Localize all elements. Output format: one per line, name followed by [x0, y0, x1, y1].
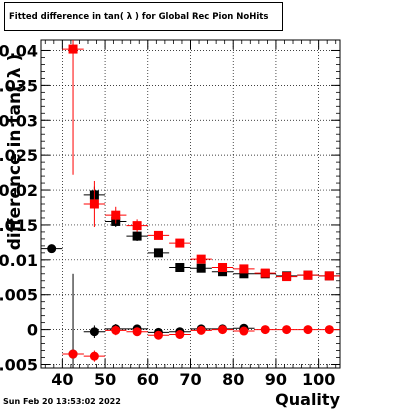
data-point-circle [153, 330, 163, 340]
x-tick-label: 70 [179, 370, 201, 389]
data-point-square [89, 199, 99, 209]
data-point-square [218, 263, 228, 273]
x-tick-label: 80 [222, 370, 244, 389]
data-point-square [153, 230, 163, 240]
series-3 [62, 325, 340, 362]
data-point-circle [324, 325, 334, 335]
y-tick-label: 0.035 [0, 76, 38, 95]
data-point-square [153, 248, 163, 258]
data-point-square [239, 264, 249, 274]
data-point-circle [175, 330, 185, 340]
series-0 [83, 186, 340, 281]
y-tick-label: 0.005 [0, 286, 38, 305]
data-point-circle [260, 325, 270, 335]
data-point-square [68, 44, 78, 54]
data-point-square [175, 263, 185, 273]
y-tick-labels: -0.005 0 0.005 0.01 0.015 0.02 0.025 0.03 0.035 0… [0, 41, 38, 374]
y-tick-label: 0.01 [0, 251, 38, 270]
data-point-circle [282, 325, 292, 335]
x-tick-label: 40 [51, 370, 73, 389]
y-tick-label: 0.025 [0, 146, 38, 165]
timestamp: Sun Feb 20 13:53:02 2022 [3, 397, 121, 406]
data-point-circle [68, 349, 78, 359]
data-point-circle [218, 325, 228, 335]
data-point-square [196, 254, 206, 264]
grid-lines [41, 40, 340, 368]
data-point-circle [111, 325, 121, 335]
data-point-square [282, 272, 292, 282]
data-point-circle [89, 351, 99, 361]
y-tick-label: 0 [27, 321, 38, 340]
x-tick-label: 90 [265, 370, 287, 389]
title-box: Fitted difference in tan( λ ) for Global… [4, 2, 283, 31]
data-point-circle [47, 244, 57, 254]
y-tick-label: -0.005 [0, 356, 38, 375]
y-tick-label: 0.015 [0, 216, 38, 235]
chart-title: Fitted difference in tan( λ ) for Global… [9, 12, 269, 22]
data-point-circle [89, 327, 99, 337]
data-point-circle [239, 326, 249, 336]
x-tick-label: 50 [94, 370, 116, 389]
y-tick-label: 0.03 [0, 111, 38, 130]
data-point-circle [196, 325, 206, 335]
data-point-square [111, 210, 121, 220]
data-point-circle [303, 325, 313, 335]
y-tick-label: 0.04 [0, 41, 38, 60]
data-point-square [132, 231, 142, 241]
data-point-circle [132, 327, 142, 337]
data-point-square [303, 270, 313, 280]
x-tick-label: 60 [137, 370, 159, 389]
data-point-square [132, 221, 142, 231]
data-marks [41, 40, 340, 368]
series-2 [62, 40, 340, 282]
data-point-square [239, 269, 249, 279]
data-point-square [260, 268, 270, 278]
data-point-square [324, 271, 334, 281]
x-axis-label: Quality [275, 390, 340, 409]
y-axis-label: difference in tan( λ ) [5, 54, 25, 251]
data-point-square [175, 238, 185, 248]
x-tick-label: 100 [302, 370, 335, 389]
data-point-square [196, 263, 206, 273]
x-tick-labels: 40 50 60 70 80 90 100 [51, 370, 335, 389]
y-tick-label: 0.02 [0, 181, 38, 200]
